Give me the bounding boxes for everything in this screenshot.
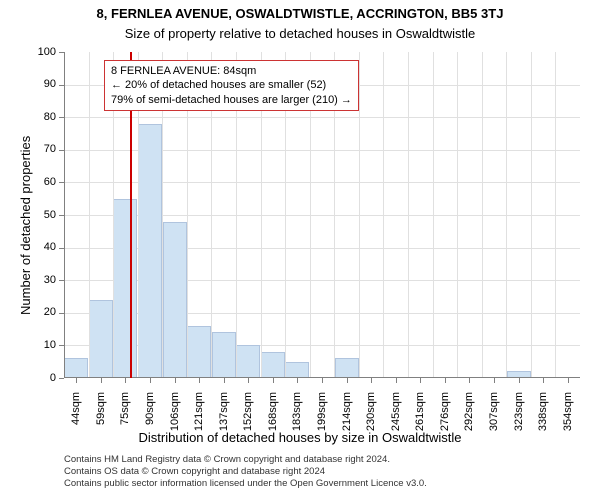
- y-tick-label: 20: [26, 306, 56, 318]
- histogram-bar: [163, 222, 187, 378]
- x-tick-label: 75sqm: [119, 392, 131, 442]
- x-tick-mark: [543, 378, 544, 383]
- x-tick-mark: [76, 378, 77, 383]
- x-tick-mark: [125, 378, 126, 383]
- info-line: 79% of semi-detached houses are larger (…: [111, 93, 352, 107]
- x-tick-label: 183sqm: [291, 392, 303, 442]
- footer-line: Contains OS data © Crown copyright and d…: [64, 466, 600, 478]
- x-tick-label: 323sqm: [513, 392, 525, 442]
- gridline: [359, 52, 360, 378]
- x-tick-mark: [297, 378, 298, 383]
- x-tick-mark: [568, 378, 569, 383]
- x-tick-mark: [248, 378, 249, 383]
- footer-attribution: Contains HM Land Registry data © Crown c…: [64, 454, 600, 490]
- chart-subtitle: Size of property relative to detached ho…: [0, 26, 600, 41]
- footer-line: Contains public sector information licen…: [64, 478, 600, 490]
- y-tick-label: 100: [26, 46, 56, 58]
- y-tick-mark: [59, 182, 64, 183]
- y-axis-label: Number of detached properties: [18, 136, 33, 315]
- x-tick-label: 261sqm: [414, 392, 426, 442]
- x-tick-label: 199sqm: [316, 392, 328, 442]
- gridline: [555, 52, 556, 378]
- histogram-bar: [335, 358, 359, 378]
- histogram-bar: [212, 332, 236, 378]
- histogram-bar: [113, 199, 137, 378]
- x-tick-label: 245sqm: [390, 392, 402, 442]
- x-tick-mark: [519, 378, 520, 383]
- x-tick-label: 90sqm: [144, 392, 156, 442]
- histogram-bar: [285, 362, 309, 378]
- x-tick-mark: [322, 378, 323, 383]
- x-tick-mark: [420, 378, 421, 383]
- y-tick-mark: [59, 52, 64, 53]
- info-line: 8 FERNLEA AVENUE: 84sqm: [111, 64, 352, 78]
- x-tick-label: 214sqm: [341, 392, 353, 442]
- x-tick-mark: [347, 378, 348, 383]
- gridline: [531, 52, 532, 378]
- y-tick-label: 0: [26, 372, 56, 384]
- histogram-bar: [261, 352, 285, 378]
- gridline: [89, 52, 90, 378]
- x-tick-label: 152sqm: [242, 392, 254, 442]
- gridline: [482, 52, 483, 378]
- y-tick-label: 60: [26, 176, 56, 188]
- x-tick-label: 106sqm: [169, 392, 181, 442]
- x-tick-label: 230sqm: [365, 392, 377, 442]
- y-tick-label: 50: [26, 209, 56, 221]
- y-tick-mark: [59, 378, 64, 379]
- x-tick-label: 121sqm: [193, 392, 205, 442]
- x-tick-label: 307sqm: [488, 392, 500, 442]
- x-tick-mark: [101, 378, 102, 383]
- x-tick-label: 354sqm: [562, 392, 574, 442]
- x-tick-mark: [175, 378, 176, 383]
- footer-line: Contains HM Land Registry data © Crown c…: [64, 454, 600, 466]
- x-tick-label: 338sqm: [537, 392, 549, 442]
- histogram-bar: [187, 326, 211, 378]
- y-tick-mark: [59, 313, 64, 314]
- y-tick-label: 80: [26, 111, 56, 123]
- x-tick-mark: [224, 378, 225, 383]
- x-tick-mark: [494, 378, 495, 383]
- y-tick-mark: [59, 280, 64, 281]
- gridline: [408, 52, 409, 378]
- x-tick-label: 137sqm: [218, 392, 230, 442]
- x-tick-mark: [396, 378, 397, 383]
- x-tick-label: 292sqm: [463, 392, 475, 442]
- y-tick-label: 90: [26, 78, 56, 90]
- x-tick-mark: [150, 378, 151, 383]
- y-tick-label: 30: [26, 274, 56, 286]
- histogram-bar: [89, 300, 113, 378]
- x-tick-mark: [199, 378, 200, 383]
- gridline: [64, 117, 580, 118]
- gridline: [506, 52, 507, 378]
- x-tick-mark: [445, 378, 446, 383]
- y-tick-mark: [59, 150, 64, 151]
- gridline: [383, 52, 384, 378]
- x-tick-label: 44sqm: [70, 392, 82, 442]
- y-tick-mark: [59, 215, 64, 216]
- chart-title: 8, FERNLEA AVENUE, OSWALDTWISTLE, ACCRIN…: [0, 6, 600, 21]
- histogram-bar: [236, 345, 260, 378]
- gridline: [433, 52, 434, 378]
- chart-container: { "title": { "text": "8, FERNLEA AVENUE,…: [0, 0, 600, 500]
- y-axis: [64, 52, 65, 378]
- x-tick-label: 168sqm: [267, 392, 279, 442]
- x-tick-mark: [273, 378, 274, 383]
- y-tick-label: 40: [26, 241, 56, 253]
- x-tick-mark: [469, 378, 470, 383]
- info-line: ← 20% of detached houses are smaller (52…: [111, 78, 352, 92]
- histogram-bar: [64, 358, 88, 378]
- x-tick-mark: [371, 378, 372, 383]
- y-tick-mark: [59, 117, 64, 118]
- y-tick-label: 70: [26, 143, 56, 155]
- gridline: [457, 52, 458, 378]
- histogram-bar: [138, 124, 162, 378]
- y-tick-mark: [59, 248, 64, 249]
- y-tick-label: 10: [26, 339, 56, 351]
- y-tick-mark: [59, 85, 64, 86]
- y-tick-mark: [59, 345, 64, 346]
- x-tick-label: 276sqm: [439, 392, 451, 442]
- x-tick-label: 59sqm: [95, 392, 107, 442]
- info-box: 8 FERNLEA AVENUE: 84sqm ← 20% of detache…: [104, 60, 359, 111]
